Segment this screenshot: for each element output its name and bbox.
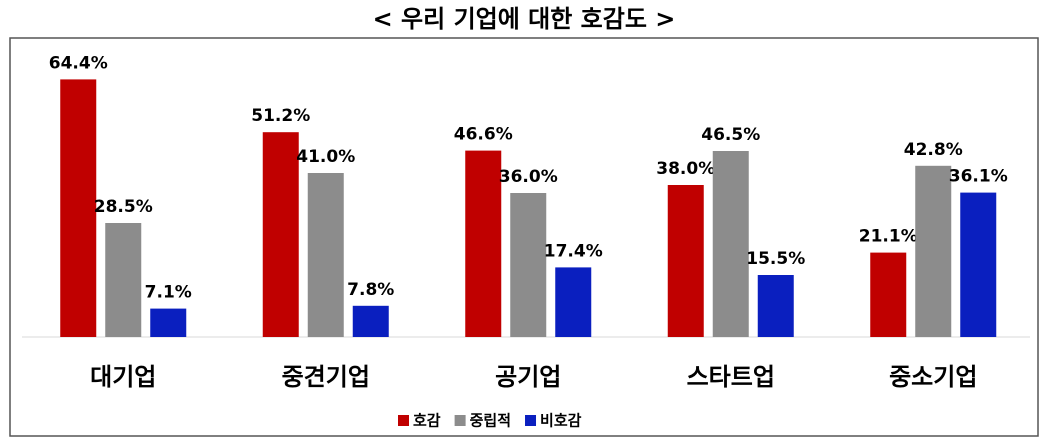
x-tick-label: 중소기업	[889, 363, 977, 391]
value-label: 36.0%	[499, 167, 558, 187]
value-label: 36.1%	[949, 167, 1008, 187]
bar	[150, 308, 187, 337]
bar	[757, 275, 794, 337]
value-label: 51.2%	[251, 106, 310, 126]
bar	[667, 185, 704, 337]
value-label: 17.4%	[544, 241, 603, 261]
value-label: 38.0%	[656, 159, 715, 179]
value-label: 64.4%	[49, 53, 108, 73]
x-tick-label: 공기업	[495, 363, 561, 391]
bar	[712, 151, 749, 337]
bar	[262, 132, 299, 337]
value-label: 46.5%	[701, 125, 760, 145]
value-label: 15.5%	[746, 249, 805, 269]
value-label: 41.0%	[296, 147, 355, 167]
value-label: 21.1%	[859, 227, 918, 247]
bar	[510, 193, 547, 337]
legend-label: 비호감	[540, 412, 582, 430]
legend-swatch	[525, 415, 537, 426]
bar	[870, 252, 907, 337]
legend-swatch	[454, 415, 466, 426]
bar	[60, 79, 97, 338]
x-tick-label: 대기업	[90, 363, 156, 391]
bar	[105, 223, 142, 337]
plot-frame	[9, 37, 1039, 437]
value-label: 46.6%	[454, 125, 513, 145]
bar	[960, 192, 997, 337]
chart-title: < 우리 기업에 대한 호감도 >	[373, 5, 676, 33]
bar	[352, 305, 389, 337]
bar	[555, 267, 592, 337]
value-label: 7.8%	[347, 280, 394, 300]
bar	[915, 165, 952, 337]
value-label: 7.1%	[145, 283, 192, 303]
value-label: 28.5%	[94, 197, 153, 217]
x-tick-label: 스타트업	[687, 363, 775, 391]
bar	[307, 173, 344, 337]
x-tick-label: 중견기업	[282, 363, 370, 391]
legend-label: 중립적	[470, 412, 511, 430]
legend-label: 호감	[413, 412, 441, 430]
legend-swatch	[398, 415, 409, 426]
bar	[465, 150, 502, 337]
value-label: 42.8%	[904, 140, 963, 160]
